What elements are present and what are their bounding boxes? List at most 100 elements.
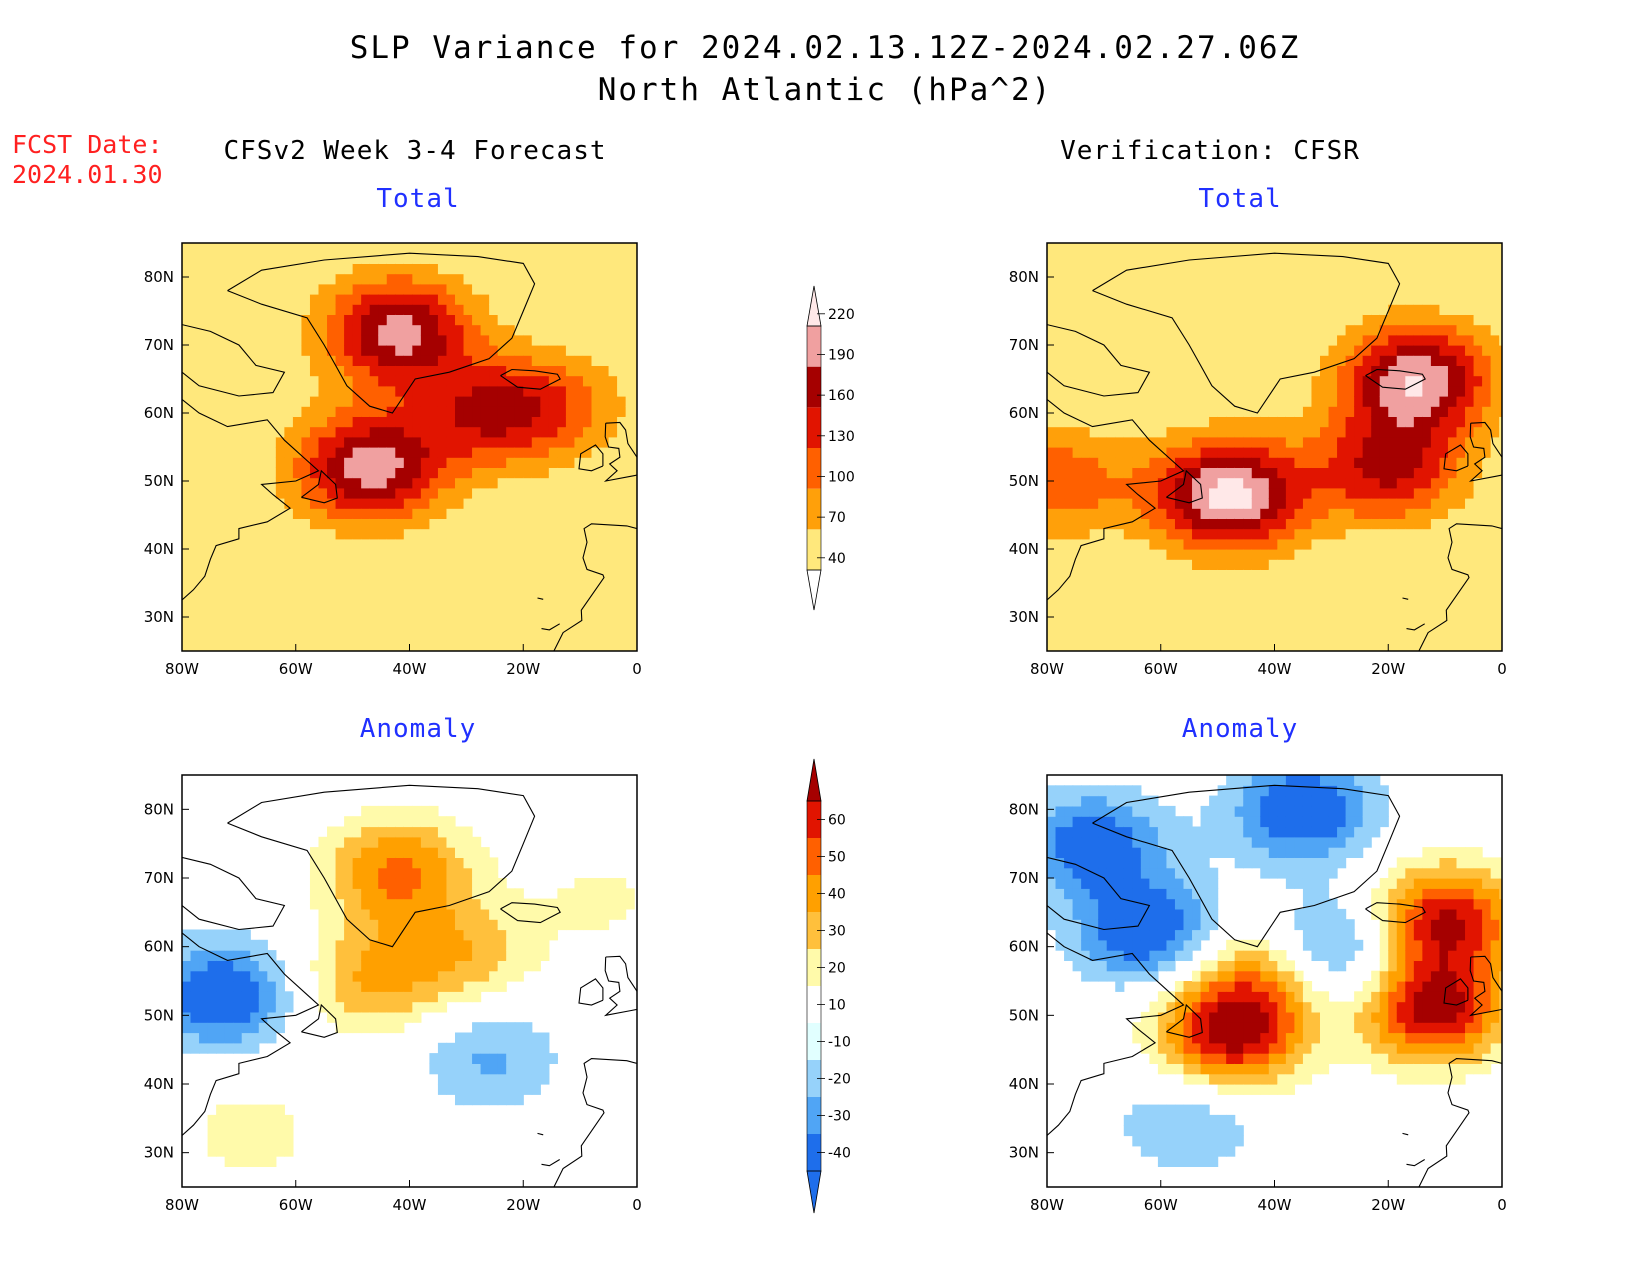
field-cell [1413, 355, 1423, 366]
field-cell [480, 253, 490, 264]
field-cell [480, 294, 490, 305]
field-cell [1302, 304, 1313, 315]
field-cell [1251, 528, 1261, 540]
field-cell [344, 487, 354, 499]
field-cell [1405, 243, 1415, 254]
field-cell [1260, 538, 1270, 550]
field-cell [446, 406, 456, 417]
field-cell [1174, 406, 1185, 417]
field-cell [1055, 416, 1065, 428]
field-cell [437, 345, 448, 356]
field-cell [335, 888, 345, 900]
y-tick-label: 80N [1009, 268, 1039, 286]
field-cell [1200, 498, 1210, 509]
field-cell [1482, 304, 1492, 315]
field-cell [233, 1022, 243, 1034]
field-cell [369, 816, 379, 828]
field-cell [369, 805, 379, 817]
field-cell [361, 960, 371, 972]
field-cell [1115, 365, 1125, 377]
field-cell [463, 929, 473, 941]
field-cell [182, 1011, 192, 1023]
field-cell [344, 950, 354, 961]
field-cell [258, 467, 268, 479]
field-cell [1388, 620, 1398, 632]
field-cell [1294, 406, 1304, 417]
field-cell [634, 600, 637, 611]
field-cell [582, 549, 593, 560]
field-cell [1388, 426, 1398, 438]
field-cell [617, 355, 627, 366]
field-cell [1311, 630, 1321, 642]
field-cell [617, 253, 627, 264]
field-cell [395, 334, 405, 346]
field-cell [463, 528, 473, 540]
field-cell [1123, 375, 1133, 387]
field-cell [1337, 569, 1347, 581]
field-cell [267, 1156, 277, 1167]
field-cell [352, 498, 362, 509]
field-cell [437, 436, 448, 448]
field-cell [540, 416, 550, 428]
field-cell [1234, 579, 1244, 591]
field-cell [250, 630, 260, 642]
field-cell [557, 345, 567, 356]
field-cell [1439, 457, 1449, 468]
field-cell [1482, 375, 1492, 387]
field-cell [540, 385, 550, 397]
field-cell [190, 981, 200, 992]
field-cell [1192, 426, 1202, 438]
field-cell [1388, 447, 1398, 458]
field-cell [1311, 365, 1321, 377]
field-cell [1132, 620, 1142, 632]
field-cell [395, 1022, 405, 1034]
field-cell [1268, 457, 1278, 468]
field-cell [1174, 477, 1185, 489]
field-cell [531, 477, 541, 489]
field-cell [634, 467, 637, 479]
field-cell [591, 559, 601, 570]
field-cell [182, 426, 192, 438]
field-cell [1456, 365, 1466, 377]
field-cell [1396, 406, 1406, 417]
field-cell [514, 365, 524, 377]
field-cell [412, 385, 422, 397]
field-cell [335, 365, 345, 377]
field-cell [1115, 457, 1125, 468]
field-cell [1285, 487, 1296, 499]
field-cell [309, 538, 320, 550]
field-cell [1499, 477, 1502, 489]
field-cell [1294, 487, 1304, 499]
field-cell [241, 345, 251, 356]
field-cell [1234, 549, 1244, 560]
field-cell [241, 630, 251, 642]
field-cell [1396, 334, 1406, 346]
field-cell [1422, 283, 1432, 295]
field-cell [1064, 334, 1074, 346]
field-cell [480, 416, 490, 428]
field-cell [1157, 385, 1168, 397]
field-cell [207, 345, 217, 356]
field-cell [1439, 416, 1449, 428]
field-cell [386, 857, 396, 869]
field-cell [523, 273, 533, 285]
field-cell [403, 1001, 413, 1013]
field-cell [472, 263, 482, 275]
field-cell [1183, 243, 1193, 254]
field-cell [1482, 263, 1492, 275]
field-cell [1217, 263, 1227, 275]
field-cell [1302, 263, 1313, 275]
field-cell [1192, 294, 1202, 305]
field-cell [1490, 355, 1500, 366]
field-cell [182, 253, 192, 264]
field-cell [1209, 385, 1219, 397]
field-cell [1405, 253, 1415, 264]
field-cell [1055, 498, 1065, 509]
field-cell [617, 375, 627, 387]
field-cell [531, 273, 541, 285]
field-cell [1354, 528, 1364, 540]
field-cell [369, 528, 379, 540]
field-cell [216, 981, 226, 992]
field-cell [301, 549, 311, 560]
field-cell [1371, 375, 1381, 387]
